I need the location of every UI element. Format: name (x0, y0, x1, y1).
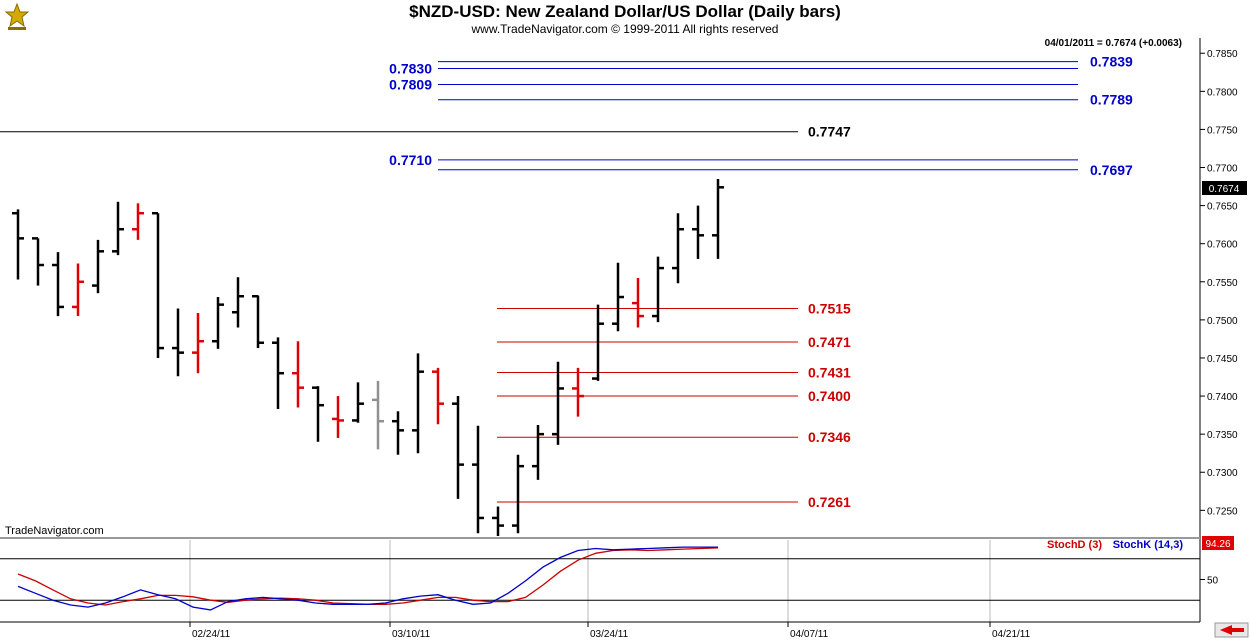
grid-lines (189, 540, 991, 622)
ohlc-bar (272, 337, 284, 410)
ohlc-bar (492, 506, 504, 536)
ohlc-bar (452, 396, 464, 499)
axis-tick-label: 0.7350 (1207, 430, 1238, 441)
ohlc-bar (432, 367, 444, 425)
date-tick-label: 02/24/11 (192, 629, 231, 640)
ohlc-bar (192, 313, 204, 374)
ohlc-bar (92, 239, 104, 294)
ohlc-bar (572, 367, 584, 417)
axis-tick-label: 0.7450 (1207, 354, 1238, 365)
level-label: 0.7346 (808, 429, 851, 445)
ohlc-bar (512, 454, 524, 534)
axis-tick-label: 0.7500 (1207, 316, 1238, 327)
last-price-label: 0.7674 (1209, 184, 1240, 195)
level-label: 0.7697 (1090, 162, 1133, 178)
level-label: 0.7839 (1090, 54, 1133, 70)
ohlc-bar (712, 178, 724, 259)
stochastic-panel: 50 (0, 546, 1219, 611)
price-panel (0, 38, 1201, 622)
ohlc-bar (52, 252, 64, 317)
last-price-box (1202, 181, 1247, 195)
ohlc-bar (232, 277, 244, 328)
ohlc-bar (212, 297, 224, 349)
logo-icon (4, 2, 30, 30)
stoch-axis-label: 50 (1207, 576, 1219, 587)
ohlc-bar (12, 209, 24, 280)
price-axis: 0.7250 0.7300 0.7350 0.7400 0.7450 0.7500 0.75… (1200, 49, 1238, 517)
stoch-d-line (17, 547, 719, 606)
chart-header: $NZD-USD: New Zealand Dollar/US Dollar (… (0, 0, 1250, 38)
ohlc-bar (532, 425, 544, 480)
ohlc-bar (172, 308, 184, 377)
scroll-arrow-icon[interactable] (1214, 622, 1249, 638)
axis-tick-label: 0.7300 (1207, 468, 1238, 479)
axis-tick-label: 0.7750 (1207, 125, 1238, 136)
axis-tick-label: 0.7550 (1207, 278, 1238, 289)
level-label: 0.7471 (808, 334, 851, 350)
level-label: 0.7261 (808, 494, 851, 510)
last-price-info: 04/01/2011 = 0.7674 (+0.0063) (1045, 38, 1182, 49)
axis-tick-label: 0.7700 (1207, 164, 1238, 175)
level-label: 0.7747 (808, 124, 851, 140)
level-label: 0.7400 (808, 388, 851, 404)
price-bars (12, 178, 724, 536)
ohlc-bar (292, 341, 304, 408)
watermark: TradeNavigator.com (5, 525, 104, 537)
ohlc-bar (412, 353, 424, 454)
axis-tick-label: 0.7600 (1207, 240, 1238, 251)
ohlc-bar (692, 205, 704, 259)
ohlc-bar (252, 295, 264, 349)
axis-tick-label: 0.7400 (1207, 392, 1238, 403)
ohlc-bar (652, 256, 664, 323)
ohlc-bar (312, 386, 324, 442)
ohlc-bar (392, 411, 404, 455)
date-axis: 02/24/11 03/10/11 03/24/11 04/07/11 04/21/11 (0, 621, 1200, 640)
stoch-last-box (1202, 536, 1234, 550)
axis-tick-label: 0.7650 (1207, 202, 1238, 213)
date-tick-label: 03/24/11 (590, 629, 629, 640)
stoch-k-line (17, 546, 718, 611)
ohlc-bar (132, 203, 144, 240)
ohlc-bar (352, 382, 364, 423)
ohlc-bar (632, 277, 644, 328)
axis-tick-label: 0.7850 (1207, 49, 1238, 60)
ohlc-bar (72, 263, 84, 317)
ohlc-bar (672, 213, 684, 284)
axis-tick-label: 0.7250 (1207, 506, 1238, 517)
chart-title: $NZD-USD: New Zealand Dollar/US Dollar (… (409, 2, 841, 21)
level-label: 0.7809 (389, 76, 432, 92)
level-label: 0.7789 (1090, 92, 1133, 108)
ohlc-bar (372, 380, 384, 450)
level-label: 0.7830 (389, 60, 432, 76)
ohlc-bar (612, 262, 624, 332)
date-tick-label: 03/10/11 (392, 629, 431, 640)
ohlc-bar (152, 211, 164, 358)
ohlc-bar (472, 425, 484, 534)
chart-subtitle: www.TradeNavigator.com © 1999-2011 All r… (471, 22, 779, 36)
ohlc-bar (332, 396, 344, 438)
stoch-d-legend: StochD (3) (1047, 539, 1102, 551)
level-label: 0.7515 (808, 300, 851, 316)
date-tick-label: 04/07/11 (790, 629, 829, 640)
date-tick-label: 04/21/11 (992, 629, 1031, 640)
level-label: 0.7431 (808, 364, 851, 380)
stoch-k-legend: StochK (14,3) (1113, 539, 1184, 551)
level-label: 0.7710 (389, 152, 432, 168)
ohlc-bar (112, 201, 124, 256)
ohlc-bar (552, 361, 564, 445)
axis-tick-label: 0.7800 (1207, 87, 1238, 98)
ohlc-bar (32, 237, 44, 286)
stoch-last-label: 94.26 (1205, 539, 1230, 550)
ohlc-bar (592, 304, 604, 381)
